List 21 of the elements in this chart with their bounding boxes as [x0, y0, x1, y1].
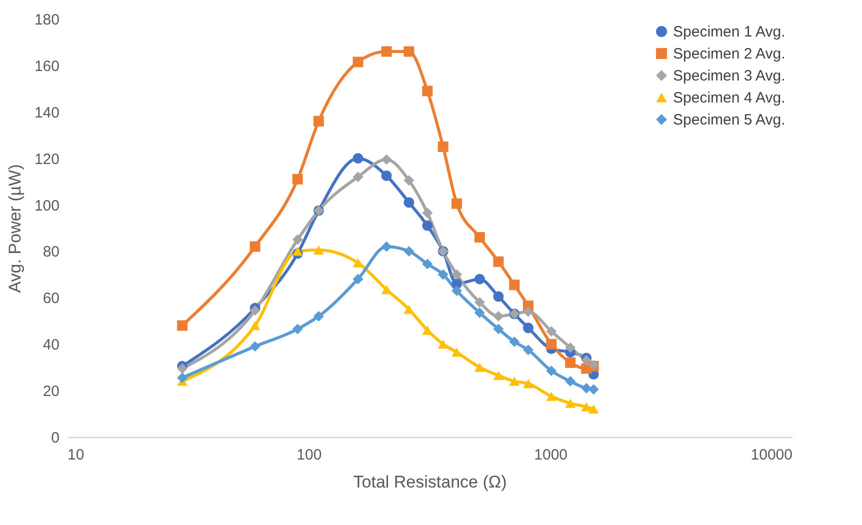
- y-axis-title: Avg. Power (µW): [5, 164, 24, 293]
- legend-label: Specimen 4 Avg.: [673, 90, 786, 106]
- y-tick-label: 80: [42, 244, 60, 261]
- y-tick-label: 140: [34, 104, 60, 122]
- y-tick-label: 0: [51, 430, 60, 446]
- x-tick-label: 100: [296, 446, 322, 464]
- y-tick-label: 20: [42, 383, 60, 400]
- legend-label: Specimen 5 Avg.: [673, 112, 786, 128]
- x-tick-label: 1000: [534, 446, 568, 464]
- legend-label: Specimen 2 Avg.: [673, 46, 786, 62]
- y-tick-label: 40: [42, 336, 60, 354]
- y-tick-label: 120: [34, 150, 60, 168]
- y-tick-label: 180: [34, 12, 60, 28]
- x-tick-label: 10: [68, 446, 84, 464]
- legend-label: Specimen 1 Avg.: [673, 24, 786, 40]
- x-axis-title: Total Resistance (Ω): [353, 472, 507, 492]
- legend-label: Specimen 3 Avg.: [673, 68, 786, 84]
- y-tick-label: 60: [42, 290, 60, 308]
- y-tick-label: 160: [34, 58, 60, 75]
- x-tick-label: 10000: [750, 446, 792, 464]
- y-tick-label: 100: [34, 197, 60, 214]
